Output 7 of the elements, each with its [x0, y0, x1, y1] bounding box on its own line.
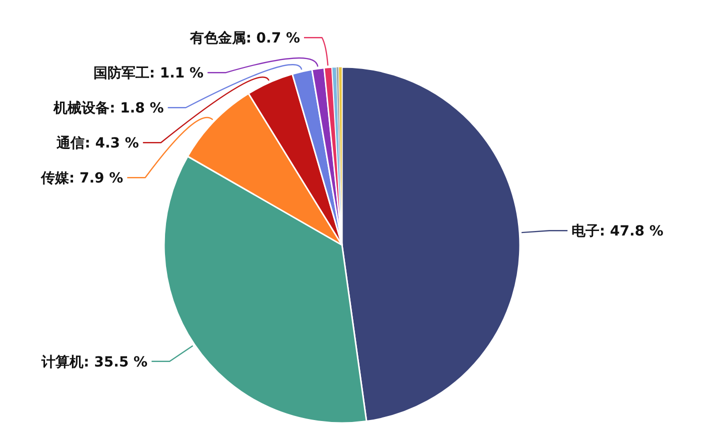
- slice-label: 传媒: 7.9 %: [40, 170, 124, 187]
- slice-label: 有色金属: 0.7 %: [188, 30, 300, 47]
- slice-label: 通信: 4.3 %: [56, 134, 139, 152]
- slice-label: 计算机: 35.5 %: [40, 354, 148, 370]
- slice-label: 电子: 47.8 %: [572, 224, 664, 240]
- slice-label: 机械设备: 1.8 %: [52, 100, 164, 117]
- slice-label: 国防军工: 1.1 %: [93, 64, 204, 82]
